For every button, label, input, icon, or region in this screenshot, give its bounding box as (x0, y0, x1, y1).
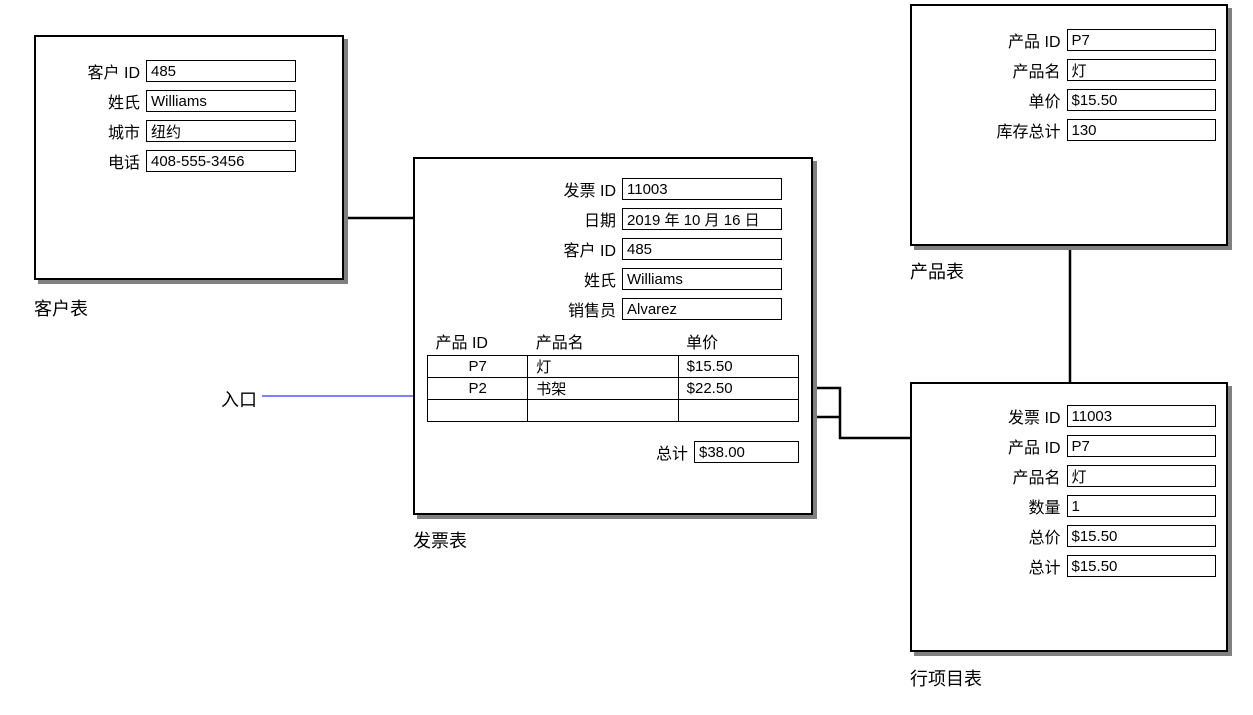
customer-phone-label: 电话 (51, 149, 146, 173)
field-row: 总价 $15.50 (922, 524, 1216, 548)
field-row: 数量 1 (922, 494, 1216, 518)
product-name-value: 灯 (1067, 59, 1217, 81)
field-row: 发票 ID 11003 (427, 177, 799, 201)
lineitem-productname-value: 灯 (1067, 465, 1217, 487)
product-stock-label: 库存总计 (922, 118, 1067, 142)
field-row: 产品名 灯 (922, 464, 1216, 488)
field-row: 销售员 Alvarez (427, 297, 799, 321)
invoice-customerid-label: 客户 ID (427, 237, 622, 261)
lineitem-qty-value: 1 (1067, 495, 1217, 517)
lineitem-invoiceid-label: 发票 ID (922, 404, 1067, 428)
lineitem-total-label: 总计 (922, 554, 1067, 578)
cell-unitprice: $22.50 (678, 378, 798, 400)
products-card: 产品 ID P7 产品名 灯 单价 $15.50 库存总计 130 (910, 4, 1228, 246)
field-row: 客户 ID 485 (51, 59, 327, 83)
product-id-value: P7 (1067, 29, 1217, 51)
customer-id-label: 客户 ID (51, 59, 146, 83)
line-items-card-title: 行项目表 (910, 665, 982, 691)
cell-productid: P7 (428, 356, 528, 378)
cell-empty (528, 400, 678, 422)
customers-card-title: 客户表 (34, 295, 88, 321)
field-row: 电话 408-555-3456 (51, 149, 327, 173)
field-row: 总计 $15.50 (922, 554, 1216, 578)
lineitem-productid-label: 产品 ID (922, 434, 1067, 458)
connector-invoice-to-lineitem (797, 388, 910, 438)
field-row: 城市 纽约 (51, 119, 327, 143)
cell-unitprice: $15.50 (678, 356, 798, 378)
invoice-lastname-value: Williams (622, 268, 782, 290)
invoice-date-label: 日期 (427, 207, 622, 231)
line-items-card: 发票 ID 11003 产品 ID P7 产品名 灯 数量 1 总价 $15.5… (910, 382, 1228, 652)
field-row: 产品名 灯 (922, 58, 1216, 82)
field-row: 产品 ID P7 (922, 434, 1216, 458)
product-id-label: 产品 ID (922, 28, 1067, 52)
field-row: 单价 $15.50 (922, 88, 1216, 112)
invoice-total-value: $38.00 (694, 441, 799, 463)
col-header-productname: 产品名 (528, 327, 678, 356)
invoice-card: 发票 ID 11003 日期 2019 年 10 月 16 日 客户 ID 48… (413, 157, 813, 515)
customers-card: 客户 ID 485 姓氏 Williams 城市 纽约 电话 408-555-3… (34, 35, 344, 280)
invoice-total-label: 总计 (656, 440, 694, 464)
invoice-card-title: 发票表 (413, 527, 467, 553)
cell-empty (428, 400, 528, 422)
product-name-label: 产品名 (922, 58, 1067, 82)
customer-city-label: 城市 (51, 119, 146, 143)
customer-lastname-label: 姓氏 (51, 89, 146, 113)
cell-empty (678, 400, 798, 422)
product-stock-value: 130 (1067, 119, 1217, 141)
lineitem-totalprice-label: 总价 (922, 524, 1067, 548)
entrance-annotation: 入口 (221, 386, 257, 412)
product-unitprice-value: $15.50 (1067, 89, 1217, 111)
invoice-items-table: 产品 ID 产品名 单价 P7 灯 $15.50 P2 书架 $22.50 (427, 327, 799, 422)
invoice-salesperson-label: 销售员 (427, 297, 622, 321)
field-row-total: 总计 $38.00 (427, 440, 799, 464)
field-row: 库存总计 130 (922, 118, 1216, 142)
lineitem-totalprice-value: $15.50 (1067, 525, 1217, 547)
lineitem-total-value: $15.50 (1067, 555, 1217, 577)
field-row: 发票 ID 11003 (922, 404, 1216, 428)
field-row: 姓氏 Williams (51, 89, 327, 113)
invoice-id-value: 11003 (622, 178, 782, 200)
customer-city-value: 纽约 (146, 120, 296, 142)
invoice-customerid-value: 485 (622, 238, 782, 260)
col-header-unitprice: 单价 (678, 327, 798, 356)
col-header-productid: 产品 ID (428, 327, 528, 356)
field-row: 姓氏 Williams (427, 267, 799, 291)
table-row: P7 灯 $15.50 (428, 356, 799, 378)
field-row: 日期 2019 年 10 月 16 日 (427, 207, 799, 231)
invoice-salesperson-value: Alvarez (622, 298, 782, 320)
field-row: 产品 ID P7 (922, 28, 1216, 52)
invoice-lastname-label: 姓氏 (427, 267, 622, 291)
cell-productname: 书架 (528, 378, 678, 400)
customer-lastname-value: Williams (146, 90, 296, 112)
product-unitprice-label: 单价 (922, 88, 1067, 112)
cell-productname: 灯 (528, 356, 678, 378)
lineitem-qty-label: 数量 (922, 494, 1067, 518)
invoice-id-label: 发票 ID (427, 177, 622, 201)
table-row (428, 400, 799, 422)
customer-phone-value: 408-555-3456 (146, 150, 296, 172)
field-row: 客户 ID 485 (427, 237, 799, 261)
customer-id-value: 485 (146, 60, 296, 82)
lineitem-productid-value: P7 (1067, 435, 1217, 457)
invoice-date-value: 2019 年 10 月 16 日 (622, 208, 782, 230)
table-row: P2 书架 $22.50 (428, 378, 799, 400)
products-card-title: 产品表 (910, 258, 964, 284)
lineitem-invoiceid-value: 11003 (1067, 405, 1217, 427)
cell-productid: P2 (428, 378, 528, 400)
lineitem-productname-label: 产品名 (922, 464, 1067, 488)
